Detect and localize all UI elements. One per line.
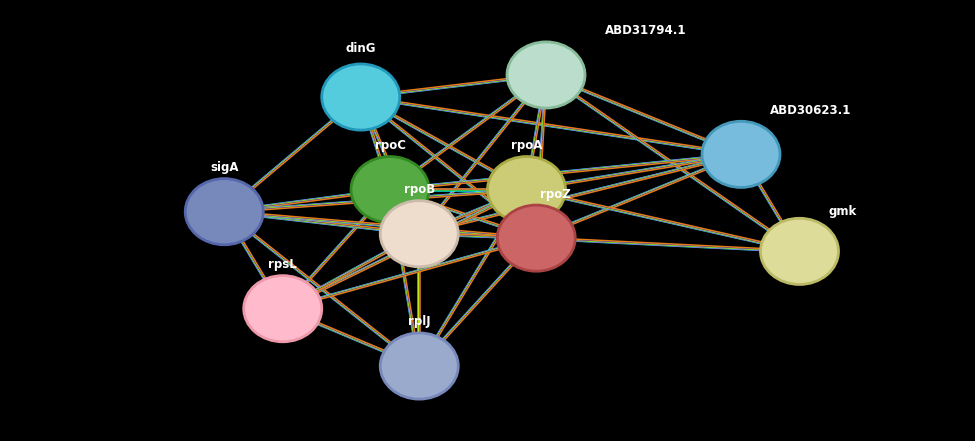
Text: rpoZ: rpoZ — [540, 187, 571, 201]
Ellipse shape — [702, 121, 780, 187]
Text: rpoB: rpoB — [404, 183, 435, 196]
Text: dinG: dinG — [345, 42, 376, 55]
Ellipse shape — [380, 333, 458, 399]
Ellipse shape — [351, 157, 429, 223]
Text: rpoA: rpoA — [511, 139, 542, 152]
Ellipse shape — [322, 64, 400, 130]
Ellipse shape — [244, 276, 322, 342]
Ellipse shape — [760, 218, 838, 284]
Text: ABD30623.1: ABD30623.1 — [770, 104, 851, 117]
Text: rpsL: rpsL — [268, 258, 297, 271]
Text: rpoC: rpoC — [374, 139, 406, 152]
Text: sigA: sigA — [210, 161, 239, 174]
Text: ABD31794.1: ABD31794.1 — [604, 24, 686, 37]
Ellipse shape — [380, 201, 458, 267]
Ellipse shape — [497, 205, 575, 271]
Text: gmk: gmk — [829, 205, 857, 218]
Text: rplJ: rplJ — [408, 315, 431, 329]
Ellipse shape — [488, 157, 566, 223]
Ellipse shape — [507, 42, 585, 108]
Ellipse shape — [185, 179, 263, 245]
